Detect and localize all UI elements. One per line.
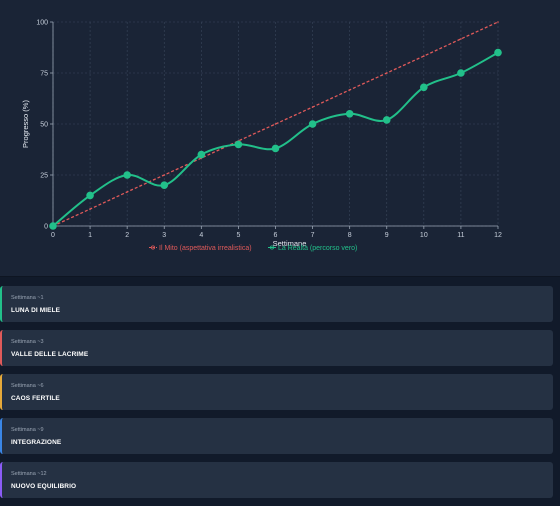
data-point-mito	[274, 123, 277, 125]
x-tick-label: 8	[348, 232, 352, 239]
phase-week-label: Settimana ~6	[11, 383, 44, 389]
phase-week-label: Settimana ~9	[11, 427, 44, 433]
x-tick-label: 9	[385, 232, 389, 239]
data-point-mito	[89, 208, 91, 210]
y-tick-label: 50	[40, 122, 48, 129]
data-point-realta	[123, 171, 131, 179]
x-axis-title: Settimane	[273, 239, 307, 248]
phase-card: Settimana ~3 VALLE DELLE LACRIME	[0, 330, 553, 366]
x-tick-label: 3	[162, 232, 166, 239]
y-tick-label: 25	[40, 173, 48, 180]
data-point-realta	[271, 144, 280, 153]
x-tick-label: 5	[236, 232, 240, 239]
phase-card: Settimana ~1 LUNA DI MIELE	[0, 286, 553, 322]
data-point-mito	[423, 55, 425, 57]
phase-week-label: Settimana ~12	[11, 471, 47, 477]
phase-title: VALLE DELLE LACRIME	[11, 351, 89, 358]
x-tick-label: 4	[199, 232, 203, 239]
data-point-realta	[234, 140, 243, 149]
phase-card: Settimana ~9 INTEGRAZIONE	[0, 418, 553, 454]
x-tick-label: 10	[420, 232, 428, 239]
phase-card: Settimana ~6 CAOS FERTILE	[0, 374, 553, 410]
x-tick-label: 2	[125, 232, 129, 239]
data-point-realta	[457, 69, 465, 77]
phase-week-label: Settimana ~1	[11, 295, 44, 301]
data-point-mito	[348, 89, 351, 91]
data-point-realta	[197, 150, 206, 159]
x-tick-label: 6	[274, 232, 278, 239]
x-tick-label: 12	[494, 232, 502, 239]
legend-marker-realta	[269, 245, 274, 250]
y-tick-label: 100	[36, 20, 48, 27]
phase-title: CAOS FERTILE	[11, 395, 60, 402]
phase-card: Settimana ~12 NUOVO EQUILIBRIO	[0, 462, 553, 498]
x-tick-label: 11	[457, 232, 464, 239]
data-point-realta	[382, 116, 391, 124]
y-axis-title: Progresso (%)	[21, 100, 30, 148]
data-point-mito	[311, 106, 314, 108]
progress-chart: 0 1 2 3 4 5 6 7 8 9 10 11 120255075100SettimaneProgr…	[21, 20, 502, 253]
phase-title: LUNA DI MIELE	[11, 307, 61, 314]
x-tick-label: 1	[88, 232, 92, 239]
x-tick-label: 0	[51, 232, 55, 239]
data-point-realta	[308, 120, 317, 128]
chart-panel: 0 1 2 3 4 5 6 7 8 9 10 11 12 0 25 50 75 100 Settimane Progr…	[0, 0, 560, 277]
data-point-realta	[420, 83, 428, 92]
y-tick-label: 0	[44, 224, 48, 231]
phase-week-label: Settimana ~3	[11, 339, 44, 345]
data-point-realta	[49, 222, 57, 230]
data-point-realta	[160, 181, 169, 189]
x-tick-label: 7	[311, 232, 315, 239]
data-point-realta	[494, 48, 502, 57]
data-point-mito	[497, 21, 499, 23]
data-point-mito	[126, 191, 128, 193]
data-point-mito	[163, 174, 166, 176]
phase-title: NUOVO EQUILIBRIO	[11, 483, 77, 490]
y-tick-label: 75	[40, 71, 48, 78]
legend-item-mito: Il Mito (aspettativa irrealistica)	[159, 245, 252, 252]
data-point-realta	[345, 110, 354, 118]
phase-title: INTEGRAZIONE	[11, 439, 62, 446]
data-point-realta	[86, 191, 94, 200]
legend-item-realta: La Realtà (percorso vero)	[278, 245, 357, 252]
legend-marker-mito	[150, 245, 155, 250]
data-point-mito	[385, 72, 388, 74]
phase-list: Settimana ~1 LUNA DI MIELE Settimana ~3 VAL…	[0, 286, 553, 506]
data-point-mito	[460, 38, 462, 40]
